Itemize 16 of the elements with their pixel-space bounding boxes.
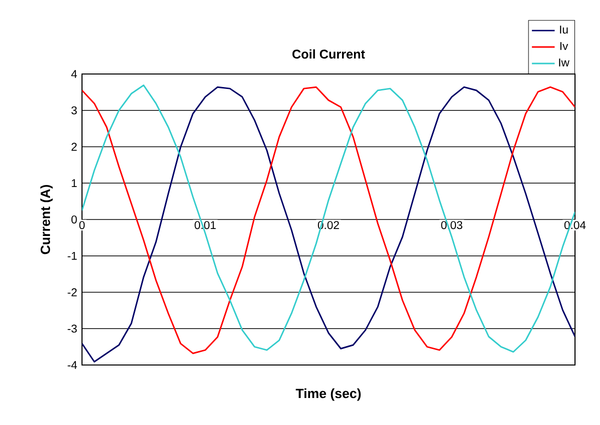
y-tick-label: 1 xyxy=(72,179,77,188)
y-tick-label: -3 xyxy=(68,324,77,333)
y-tick-label: 0 xyxy=(71,215,77,224)
legend-label: Iw xyxy=(559,58,570,66)
chart-title: Coil Current xyxy=(292,49,365,59)
legend-label: Iu xyxy=(560,26,568,34)
y-tick-label: 2 xyxy=(72,142,77,151)
x-axis-title: Time (sec) xyxy=(296,388,361,401)
y-tick-label: -1 xyxy=(68,252,77,260)
x-tick-label: 0 xyxy=(79,221,85,230)
y-tick-label: 4 xyxy=(71,70,77,78)
y-tick-label: 3 xyxy=(71,106,77,114)
y-tick-label: -4 xyxy=(68,361,77,369)
legend-label: Iv xyxy=(560,42,568,50)
y-axis-title: Current (A) xyxy=(40,184,53,254)
y-tick-label: -2 xyxy=(68,288,77,296)
